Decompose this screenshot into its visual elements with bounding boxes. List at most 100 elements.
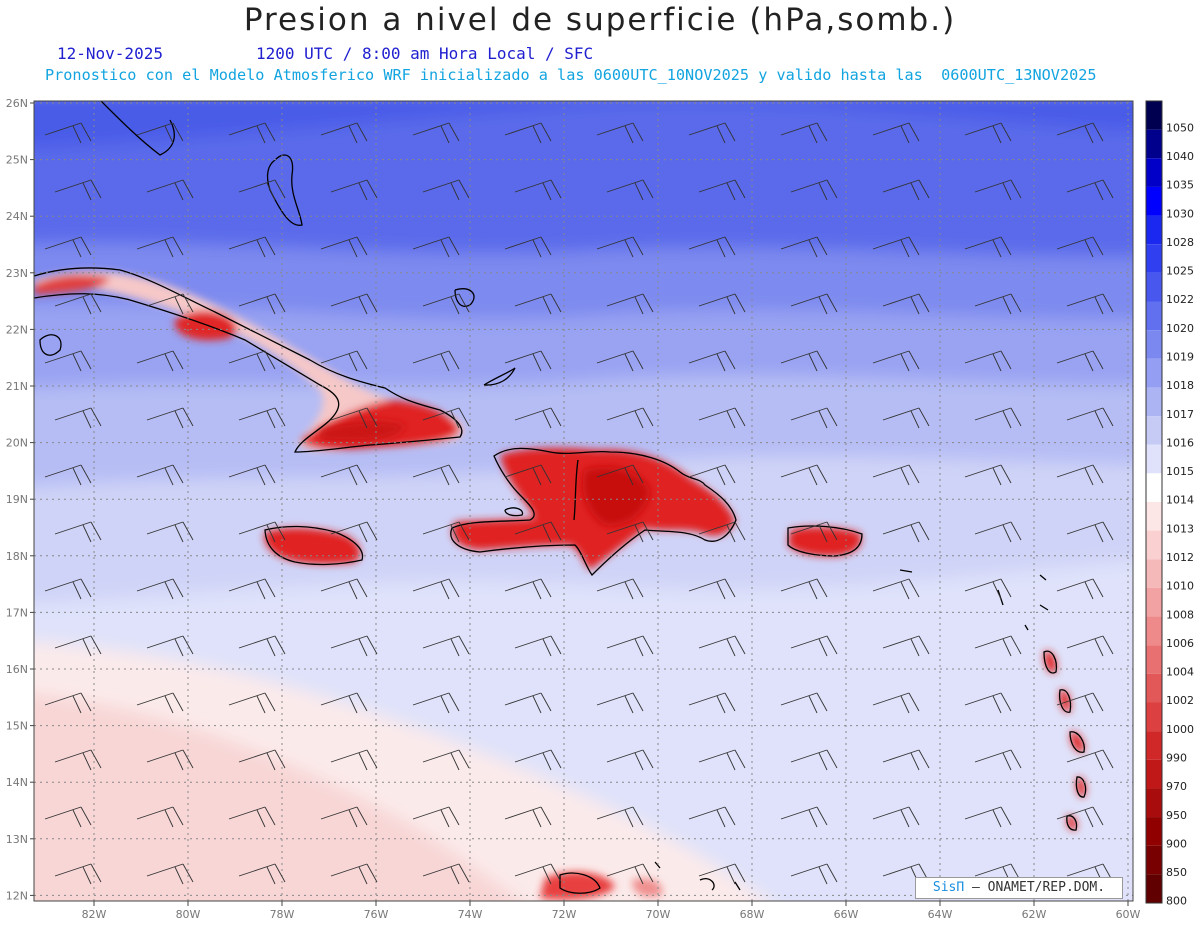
wind-barb [412,806,460,828]
wind-barb [136,236,184,258]
wind-barb [974,635,1022,657]
colorbar: 1050 1040 1035 1030 1028 1025 1022 1020 1019 1018… [1145,100,1194,908]
colorbar-swatch [1146,673,1162,703]
wind-barb [882,521,930,543]
wind-barb [136,578,184,600]
wind-barb [872,350,920,372]
wind-barb [606,635,654,657]
lon-label: 80W [176,908,201,921]
wind-barb [688,236,736,258]
wind-barb [688,692,736,714]
colorbar-label: 1020 [1166,322,1194,335]
colorbar-label: 1022 [1166,293,1194,306]
colorbar-label: 970 [1166,780,1187,793]
lat-label: 13N [6,833,28,846]
plot-border [33,100,1134,902]
wind-barb [146,179,194,201]
wind-barb [790,521,838,543]
lat-label: 12N [6,889,28,902]
wind-barb [228,236,276,258]
colorbar-swatch [1146,559,1162,588]
wind-barb [790,293,838,315]
colorbar-swatch [1146,645,1162,674]
wind-barb [320,350,368,372]
wind-barb [504,122,552,144]
wind-barb [330,521,378,543]
colorbar-label: 1010 [1166,580,1194,593]
wind-barb [790,635,838,657]
wind-barb [330,293,378,315]
colorbar-swatch [1146,301,1162,331]
wind-barb [1056,350,1104,372]
wind-barb [136,692,184,714]
wind-barb [54,635,102,657]
wind-barb [238,749,286,771]
wind-barb [1056,692,1104,714]
wind-barb [320,692,368,714]
colorbar-swatch [1146,244,1162,273]
wind-barb [330,749,378,771]
wind-barb [54,179,102,201]
wind-barb [1066,635,1114,657]
wind-barb [1056,578,1104,600]
wind-barb [412,350,460,372]
wind-barb [514,749,562,771]
wind-barb [412,464,460,486]
wind-barb [698,293,746,315]
wind-barb [228,350,276,372]
wind-barb [504,578,552,600]
colorbar-swatch [1146,731,1162,760]
wind-barb [238,863,286,885]
wind-barb [504,806,552,828]
colorbar-label: 1002 [1166,694,1194,707]
wind-barb [698,179,746,201]
colorbar-swatch [1146,272,1162,302]
colorbar-label: 1014 [1166,494,1194,507]
lon-label: 78W [270,908,295,921]
wind-barb [596,350,644,372]
wind-barb [412,236,460,258]
wind-barb [974,521,1022,543]
wind-barb [780,578,828,600]
wind-barb [1056,464,1104,486]
wind-barb [514,293,562,315]
wind-barb [136,350,184,372]
colorbar-label: 1035 [1166,179,1194,192]
colorbar-label: 950 [1166,809,1187,822]
wind-barb [320,122,368,144]
wind-barb [1066,749,1114,771]
wind-barb [54,407,102,429]
wind-barb [320,578,368,600]
wind-barb [688,464,736,486]
colorbar-swatch [1146,416,1162,445]
coastlines [34,101,1087,894]
lon-label: 66W [834,908,859,921]
wind-barb [44,464,92,486]
wind-barb [882,407,930,429]
colorbar-label: 1040 [1166,150,1194,163]
wind-barb [1066,407,1114,429]
colorbar-swatch [1146,587,1162,617]
colorbar-label: 1012 [1166,551,1194,564]
wind-barb [422,293,470,315]
wind-barb [146,407,194,429]
wind-barb [698,521,746,543]
wind-barb [412,578,460,600]
wind-barb [238,407,286,429]
wind-barb [596,692,644,714]
wind-barb [974,749,1022,771]
credit-box: SisΠ – ONAMET/REP.DOM. [915,877,1123,899]
colorbar-swatch [1146,502,1162,531]
wind-barb [1056,236,1104,258]
wind-barb [146,635,194,657]
wind-barb [596,236,644,258]
wind-barb [596,806,644,828]
colorbar-label: 1013 [1166,522,1194,535]
wind-barb [44,692,92,714]
wind-barb [964,350,1012,372]
wind-barb [790,407,838,429]
wind-barb [238,521,286,543]
credit-logo: SisΠ [932,880,965,895]
colorbar-label: 1025 [1166,265,1194,278]
